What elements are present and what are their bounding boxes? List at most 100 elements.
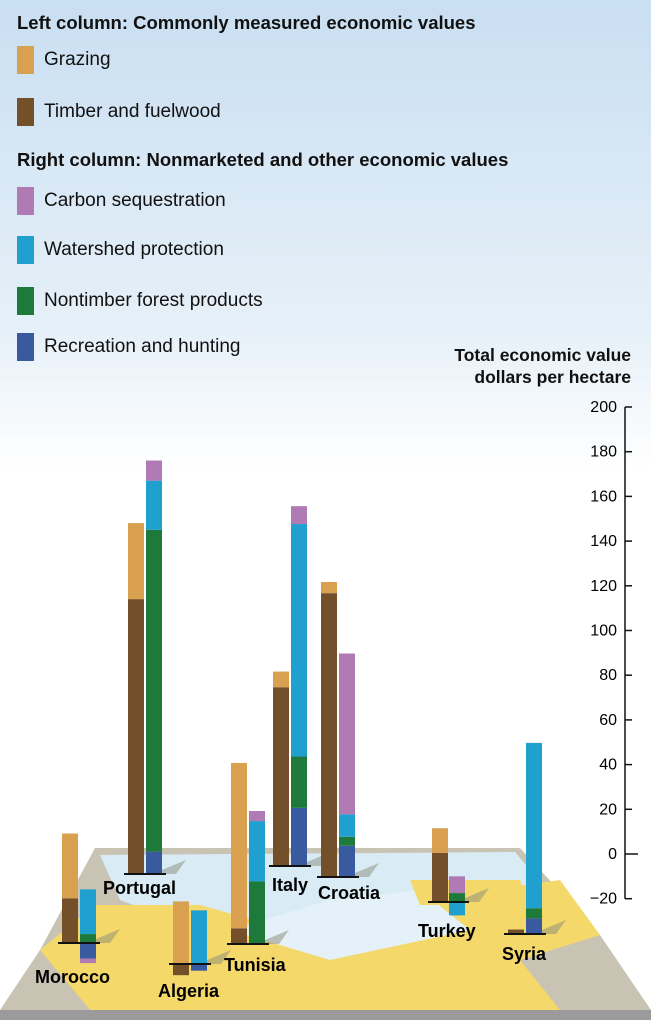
country-label: Croatia	[318, 883, 381, 903]
bar-segment-watershed	[249, 821, 265, 882]
bar-shadow	[542, 920, 566, 934]
bar-segment-timber	[273, 687, 289, 866]
bar-segment-grazing	[321, 581, 337, 594]
legend-item-recreation: Recreation and hunting	[17, 333, 240, 361]
bar-segment-watershed	[449, 902, 465, 916]
y-axis-title-line1: Total economic value	[454, 345, 631, 365]
country-italy: Italy	[269, 506, 331, 895]
bar-segment-timber	[173, 964, 189, 976]
y-tick-label: 60	[599, 712, 617, 729]
y-tick-label: 0	[608, 846, 617, 863]
bar-segment-watershed	[339, 814, 355, 837]
bar-segment-timber	[62, 898, 78, 943]
bar-segment-watershed	[80, 889, 96, 935]
country-label: Italy	[272, 875, 308, 895]
y-tick-label: 20	[599, 801, 617, 818]
country-syria: Syria	[502, 742, 566, 964]
legend-swatch	[17, 287, 34, 315]
bar-segment-grazing	[273, 671, 289, 688]
bar-segment-recreation	[339, 845, 355, 877]
legend-right-title: Right column: Nonmarketed and other econ…	[17, 149, 509, 170]
bar-segment-grazing	[231, 762, 247, 929]
bar-segment-nontimber	[146, 529, 162, 852]
bar-shadow	[465, 888, 489, 902]
y-tick-label: 120	[590, 578, 617, 595]
bar-segment-carbon	[291, 506, 307, 525]
country-label: Turkey	[418, 921, 476, 941]
bar-segment-recreation	[191, 964, 207, 971]
legend-swatch	[17, 333, 34, 361]
country-turkey: Turkey	[418, 828, 489, 941]
legend-swatch	[17, 46, 34, 74]
country-label: Syria	[502, 944, 547, 964]
bar-segment-recreation	[526, 918, 542, 934]
y-tick-label: −20	[590, 891, 617, 908]
legend-swatch	[17, 98, 34, 126]
bar-segment-carbon	[80, 958, 96, 964]
bar-segment-grazing	[128, 523, 144, 600]
y-tick-label: 40	[599, 757, 617, 774]
legend-item-carbon: Carbon sequestration	[17, 187, 226, 215]
legend-left-title: Left column: Commonly measured economic …	[17, 12, 476, 33]
bar-shadow	[355, 863, 379, 877]
country-croatia: Croatia	[317, 581, 381, 903]
y-tick-label: 200	[590, 399, 617, 416]
bar-segment-nontimber	[80, 934, 96, 943]
legend-label: Nontimber forest products	[44, 290, 263, 311]
bar-segment-watershed	[526, 742, 542, 909]
legend-swatch	[17, 236, 34, 264]
bar-segment-timber	[128, 599, 144, 874]
country-morocco: Morocco	[35, 833, 120, 987]
legend-label: Timber and fuelwood	[44, 101, 221, 122]
bar-segment-timber	[321, 593, 337, 877]
bar-segment-nontimber	[526, 908, 542, 919]
y-tick-label: 100	[590, 623, 617, 640]
bar-segment-recreation	[291, 807, 307, 866]
y-tick-label: 140	[590, 533, 617, 550]
country-portugal: Portugal	[103, 460, 186, 898]
y-tick-label: 80	[599, 667, 617, 684]
country-label: Tunisia	[224, 955, 287, 975]
bar-segment-nontimber	[249, 881, 265, 944]
bar-segment-watershed	[191, 910, 207, 964]
legend-label: Carbon sequestration	[44, 190, 226, 211]
legend-label: Grazing	[44, 49, 111, 70]
y-axis-title-line2: dollars per hectare	[474, 367, 631, 387]
legend-item-nontimber: Nontimber forest products	[17, 287, 263, 315]
bar-segment-carbon	[249, 811, 265, 822]
bar-segment-grazing	[62, 833, 78, 899]
country-algeria: Algeria	[158, 901, 231, 1001]
y-axis-title: Total economic value dollars per hectare	[454, 344, 631, 388]
bar-shadow	[207, 950, 231, 964]
bar-segment-recreation	[80, 943, 96, 959]
bar-shadow	[265, 930, 289, 944]
country-label: Portugal	[103, 878, 176, 898]
bar-segment-grazing	[432, 828, 448, 853]
bar-segment-nontimber	[339, 836, 355, 846]
y-tick-label: 180	[590, 444, 617, 461]
bar-segment-watershed	[291, 524, 307, 757]
bar-segment-carbon	[339, 653, 355, 815]
country-label: Algeria	[158, 981, 220, 1001]
bar-segment-carbon	[449, 876, 465, 894]
bar-shadow	[162, 860, 186, 874]
legend-label: Watershed protection	[44, 239, 224, 260]
bar-shadow	[96, 929, 120, 943]
bar-segment-timber	[508, 929, 524, 934]
legend-item-watershed: Watershed protection	[17, 236, 224, 264]
legend-item-grazing: Grazing	[17, 46, 111, 74]
country-label: Morocco	[35, 967, 110, 987]
bar-segment-recreation	[146, 851, 162, 874]
bar-segment-nontimber	[449, 893, 465, 902]
bar-segment-watershed	[146, 480, 162, 530]
y-tick-label: 160	[590, 488, 617, 505]
legend-item-timber: Timber and fuelwood	[17, 98, 221, 126]
legend-label: Recreation and hunting	[44, 336, 241, 357]
bar-segment-grazing	[173, 901, 189, 964]
bar-segment-nontimber	[291, 756, 307, 808]
bar-segment-carbon	[146, 460, 162, 481]
